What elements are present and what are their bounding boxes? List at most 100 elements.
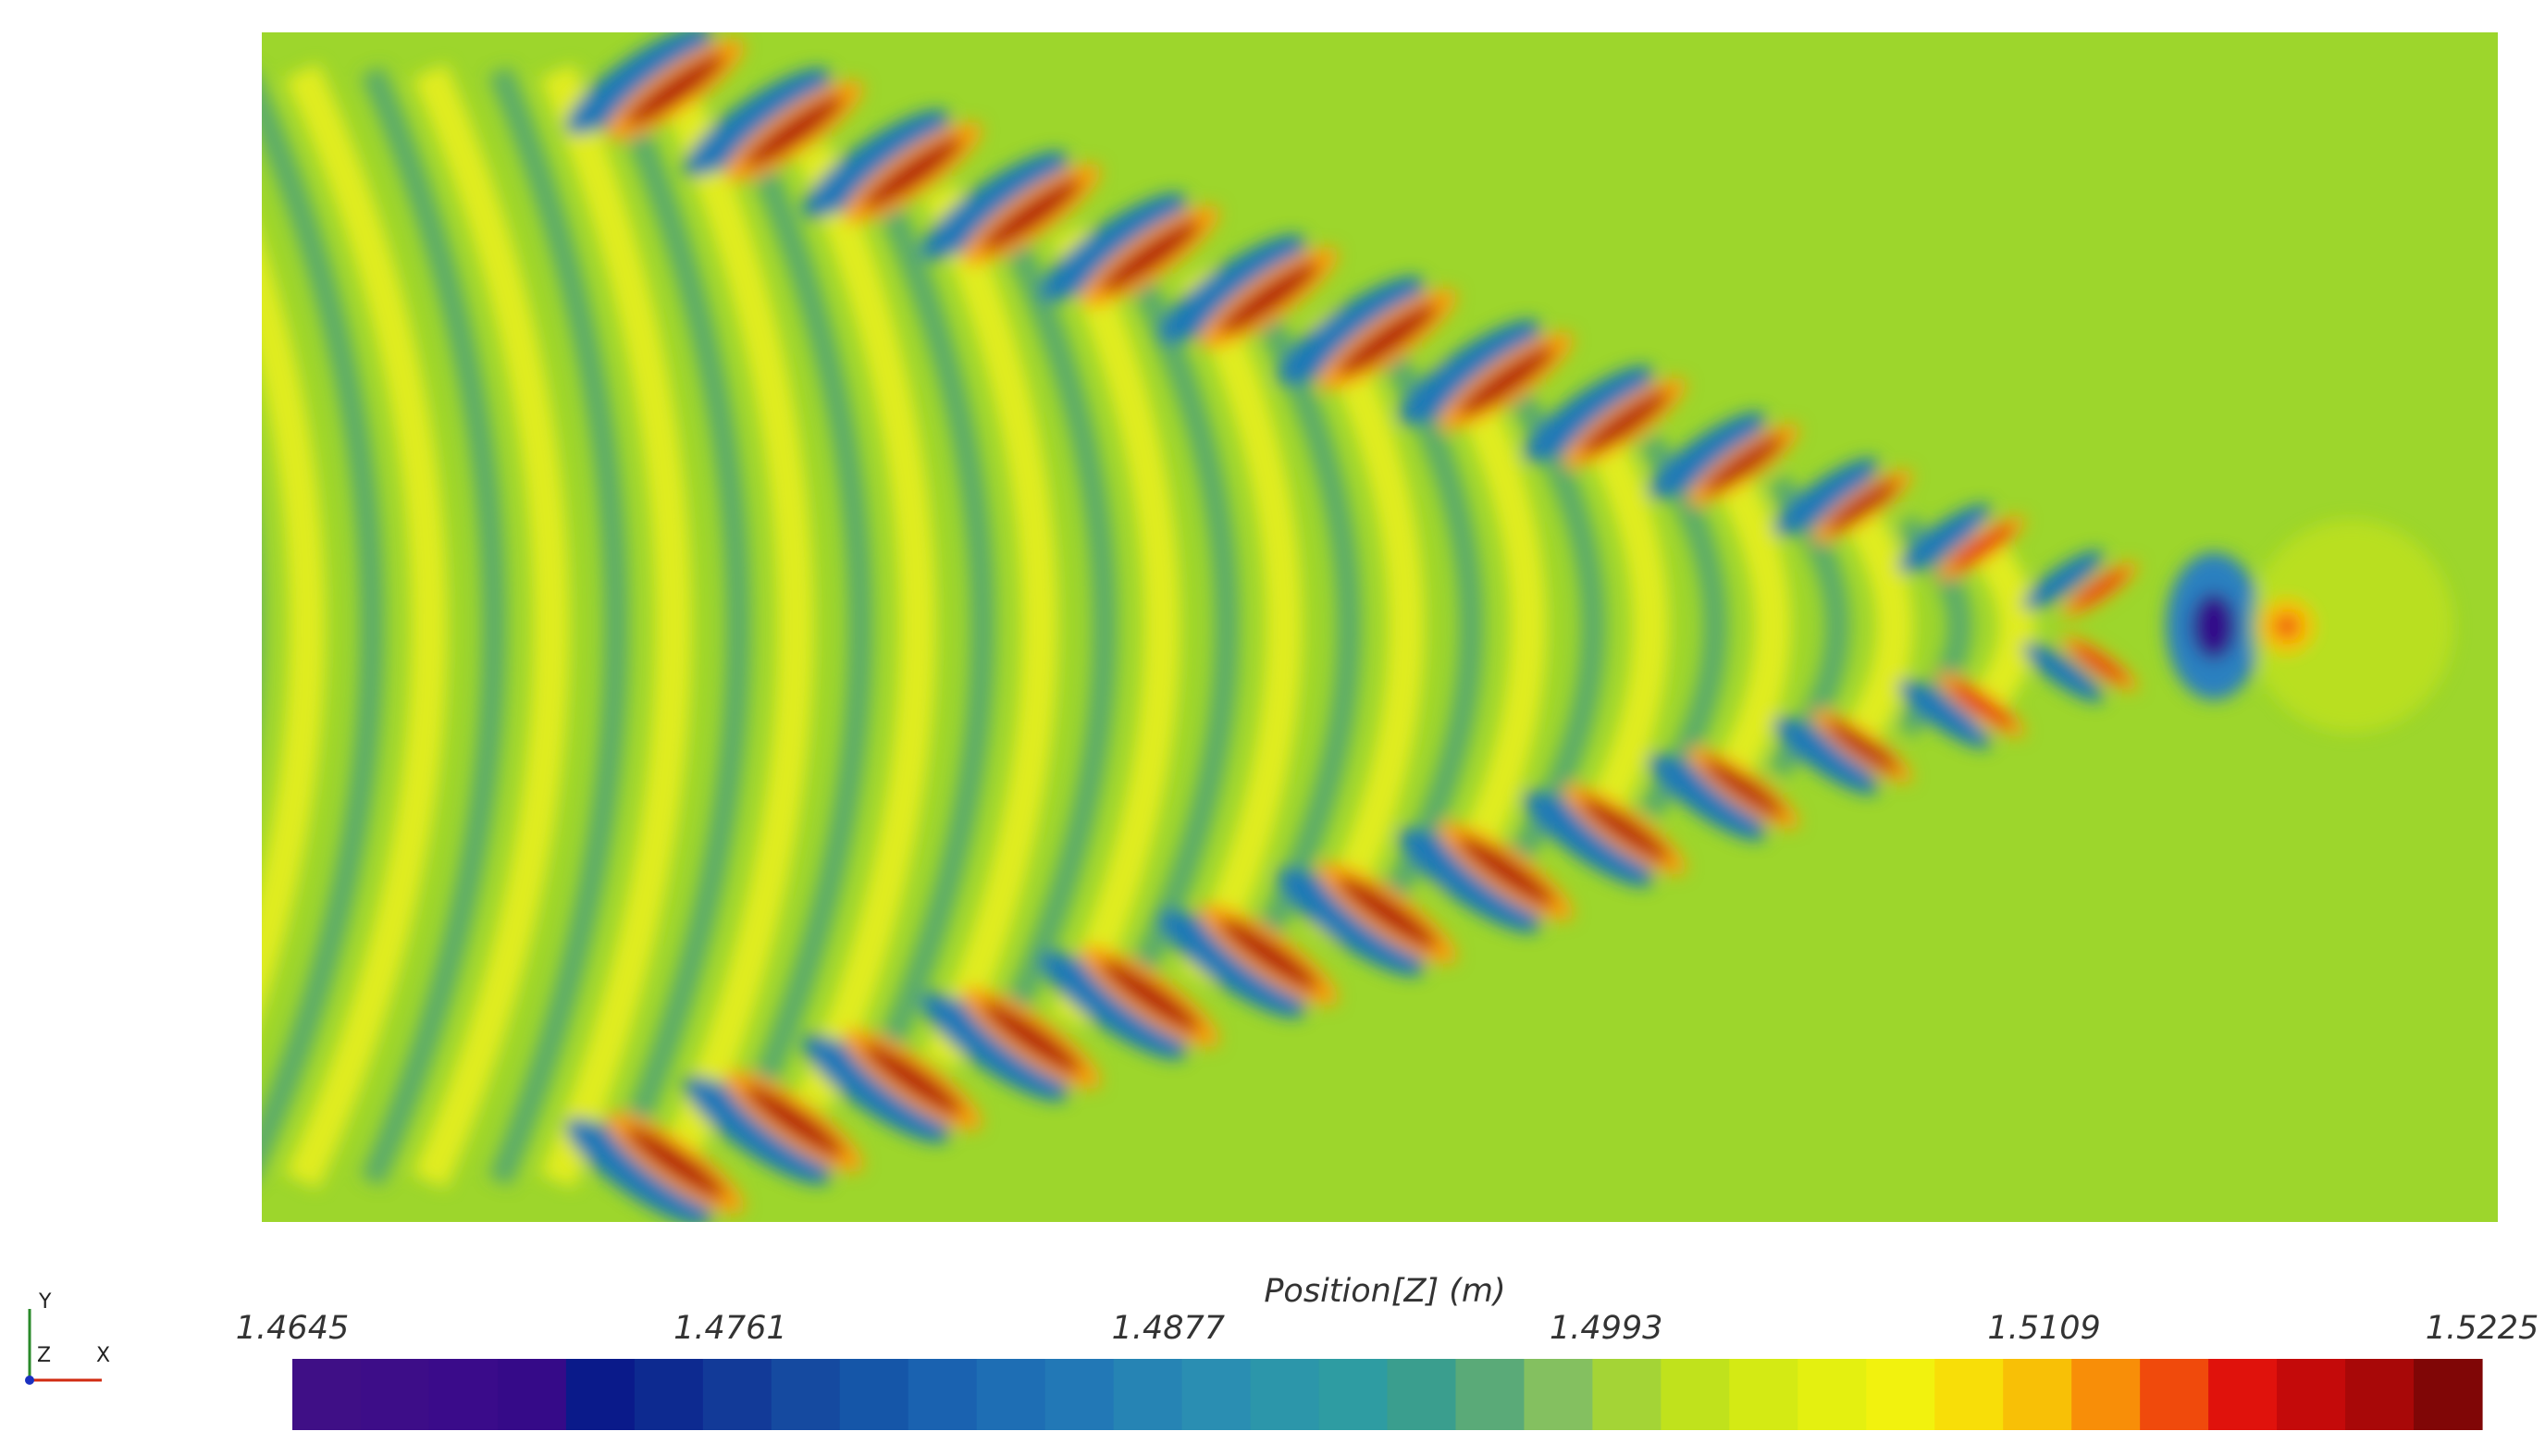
wave-crest — [744, 95, 845, 167]
colorbar-band — [565, 1359, 636, 1430]
colorbar-band — [2208, 1359, 2278, 1430]
transverse-trough — [117, 71, 250, 1181]
colorbar-band — [1798, 1359, 1867, 1430]
wave-trough — [684, 1076, 831, 1185]
transverse-crest — [1050, 224, 1180, 1029]
wave-crest — [1338, 303, 1438, 376]
colorbar-band — [634, 1359, 704, 1430]
wave-trough — [1897, 679, 1991, 749]
colorbar-band — [2071, 1359, 2141, 1430]
wave-crest — [625, 1127, 725, 1199]
wave-trough — [1648, 412, 1766, 499]
transverse-trough — [871, 186, 995, 1067]
axes-triad: Y Z X — [25, 1290, 110, 1385]
wave-crest — [982, 179, 1081, 251]
colorbar-band — [908, 1359, 978, 1430]
colorbar-tick-label: 1.4761 — [673, 1310, 786, 1347]
wave-crest — [744, 1085, 845, 1157]
wave-crest — [1581, 390, 1670, 455]
wave-crest — [1458, 836, 1555, 907]
wave-trough — [1398, 828, 1540, 933]
transverse-crest — [1179, 265, 1303, 987]
colorbar-band — [1044, 1359, 1115, 1430]
colorbar-tick-label: 1.5225 — [2426, 1310, 2539, 1347]
z-label: Z — [37, 1344, 51, 1367]
transverse-crest — [262, 239, 326, 1014]
wave-crest — [2072, 643, 2128, 684]
transverse-crest — [412, 63, 570, 1190]
wave-crest — [1949, 682, 2013, 728]
wave-crest — [625, 54, 725, 126]
wave-trough — [1523, 365, 1653, 462]
bow-trough-core — [2192, 593, 2236, 660]
transverse-crest — [1563, 389, 1669, 864]
colorbar-band — [1387, 1359, 1457, 1430]
colorbar-tick-label: 1.4877 — [1112, 1310, 1225, 1347]
colorbar-band — [771, 1359, 841, 1430]
wave-crest — [982, 1002, 1081, 1074]
colorbar-band — [1455, 1359, 1526, 1430]
colorbar-band — [1181, 1359, 1252, 1430]
transverse-crest — [795, 142, 936, 1111]
colorbar-tick-label: 1.4993 — [1550, 1310, 1662, 1347]
wave-crest — [2072, 569, 2128, 610]
wave-crest — [1826, 721, 1898, 772]
colorbar-band — [2345, 1359, 2415, 1430]
colorbar-band — [428, 1359, 499, 1430]
wave-trough — [1277, 868, 1425, 977]
colorbar-band — [839, 1359, 909, 1430]
colorbar-band — [292, 1359, 362, 1430]
colorbar-band — [497, 1359, 567, 1430]
colorbar-band — [2003, 1359, 2072, 1430]
wave-trough — [920, 993, 1069, 1102]
colorbar-band — [1524, 1359, 1594, 1430]
colorbar-band — [2277, 1359, 2346, 1430]
colorbar-title: Position[Z] (m) — [1264, 1273, 1505, 1310]
wave-crest — [1703, 759, 1785, 818]
wave-crest — [1100, 960, 1201, 1032]
colorbar-band — [1113, 1359, 1183, 1430]
colorbar-band — [2414, 1359, 2483, 1430]
wave-trough — [1773, 458, 1879, 536]
wave-trough — [1523, 791, 1653, 887]
wave-trough — [1158, 234, 1305, 343]
wave-trough — [2022, 642, 2104, 703]
colorbar-tick-label: 1.5109 — [1987, 1310, 2100, 1347]
bow-crest-core — [2274, 613, 2300, 639]
x-label: X — [96, 1344, 110, 1367]
transverse-crest — [539, 64, 692, 1189]
colorbar-band — [1934, 1359, 2004, 1430]
wave-crest — [1703, 435, 1785, 494]
wave-crest — [1458, 346, 1555, 416]
wave-crest — [1338, 877, 1438, 949]
transverse-crest — [1690, 429, 1791, 823]
colorbar-band — [1661, 1359, 1730, 1430]
transverse-crest — [284, 63, 448, 1190]
transverse-trough — [361, 66, 506, 1187]
transverse-trough — [1382, 351, 1483, 902]
wave-trough — [1040, 951, 1187, 1060]
colorbar-band — [702, 1359, 772, 1430]
colorbar-band — [1729, 1359, 1798, 1430]
wave-crest — [862, 1043, 963, 1116]
wave-crest — [1218, 919, 1319, 991]
wave-crest — [1100, 220, 1201, 292]
wave-crest — [1826, 480, 1898, 532]
transverse-trough — [744, 144, 872, 1108]
wave-trough — [1648, 754, 1766, 841]
colorbar: 1.4645 1.4761 1.4877 1.4993 1.5109 1.5225 — [236, 1310, 2539, 1430]
colorbar-band — [360, 1359, 430, 1430]
transverse-trough — [1127, 268, 1239, 984]
colorbar-band — [1318, 1359, 1389, 1430]
wave-trough — [802, 1034, 949, 1143]
transverse-trough — [488, 66, 628, 1187]
transverse-trough — [1254, 310, 1361, 943]
y-label: Y — [38, 1290, 52, 1314]
wave-crest — [1581, 797, 1670, 862]
z-axis-dot — [25, 1376, 34, 1385]
wave-trough — [684, 68, 831, 177]
transverse-crest — [1306, 306, 1425, 946]
transverse-crest — [1434, 348, 1547, 905]
wave-crest — [1218, 262, 1319, 334]
bow-rise — [2250, 520, 2453, 733]
